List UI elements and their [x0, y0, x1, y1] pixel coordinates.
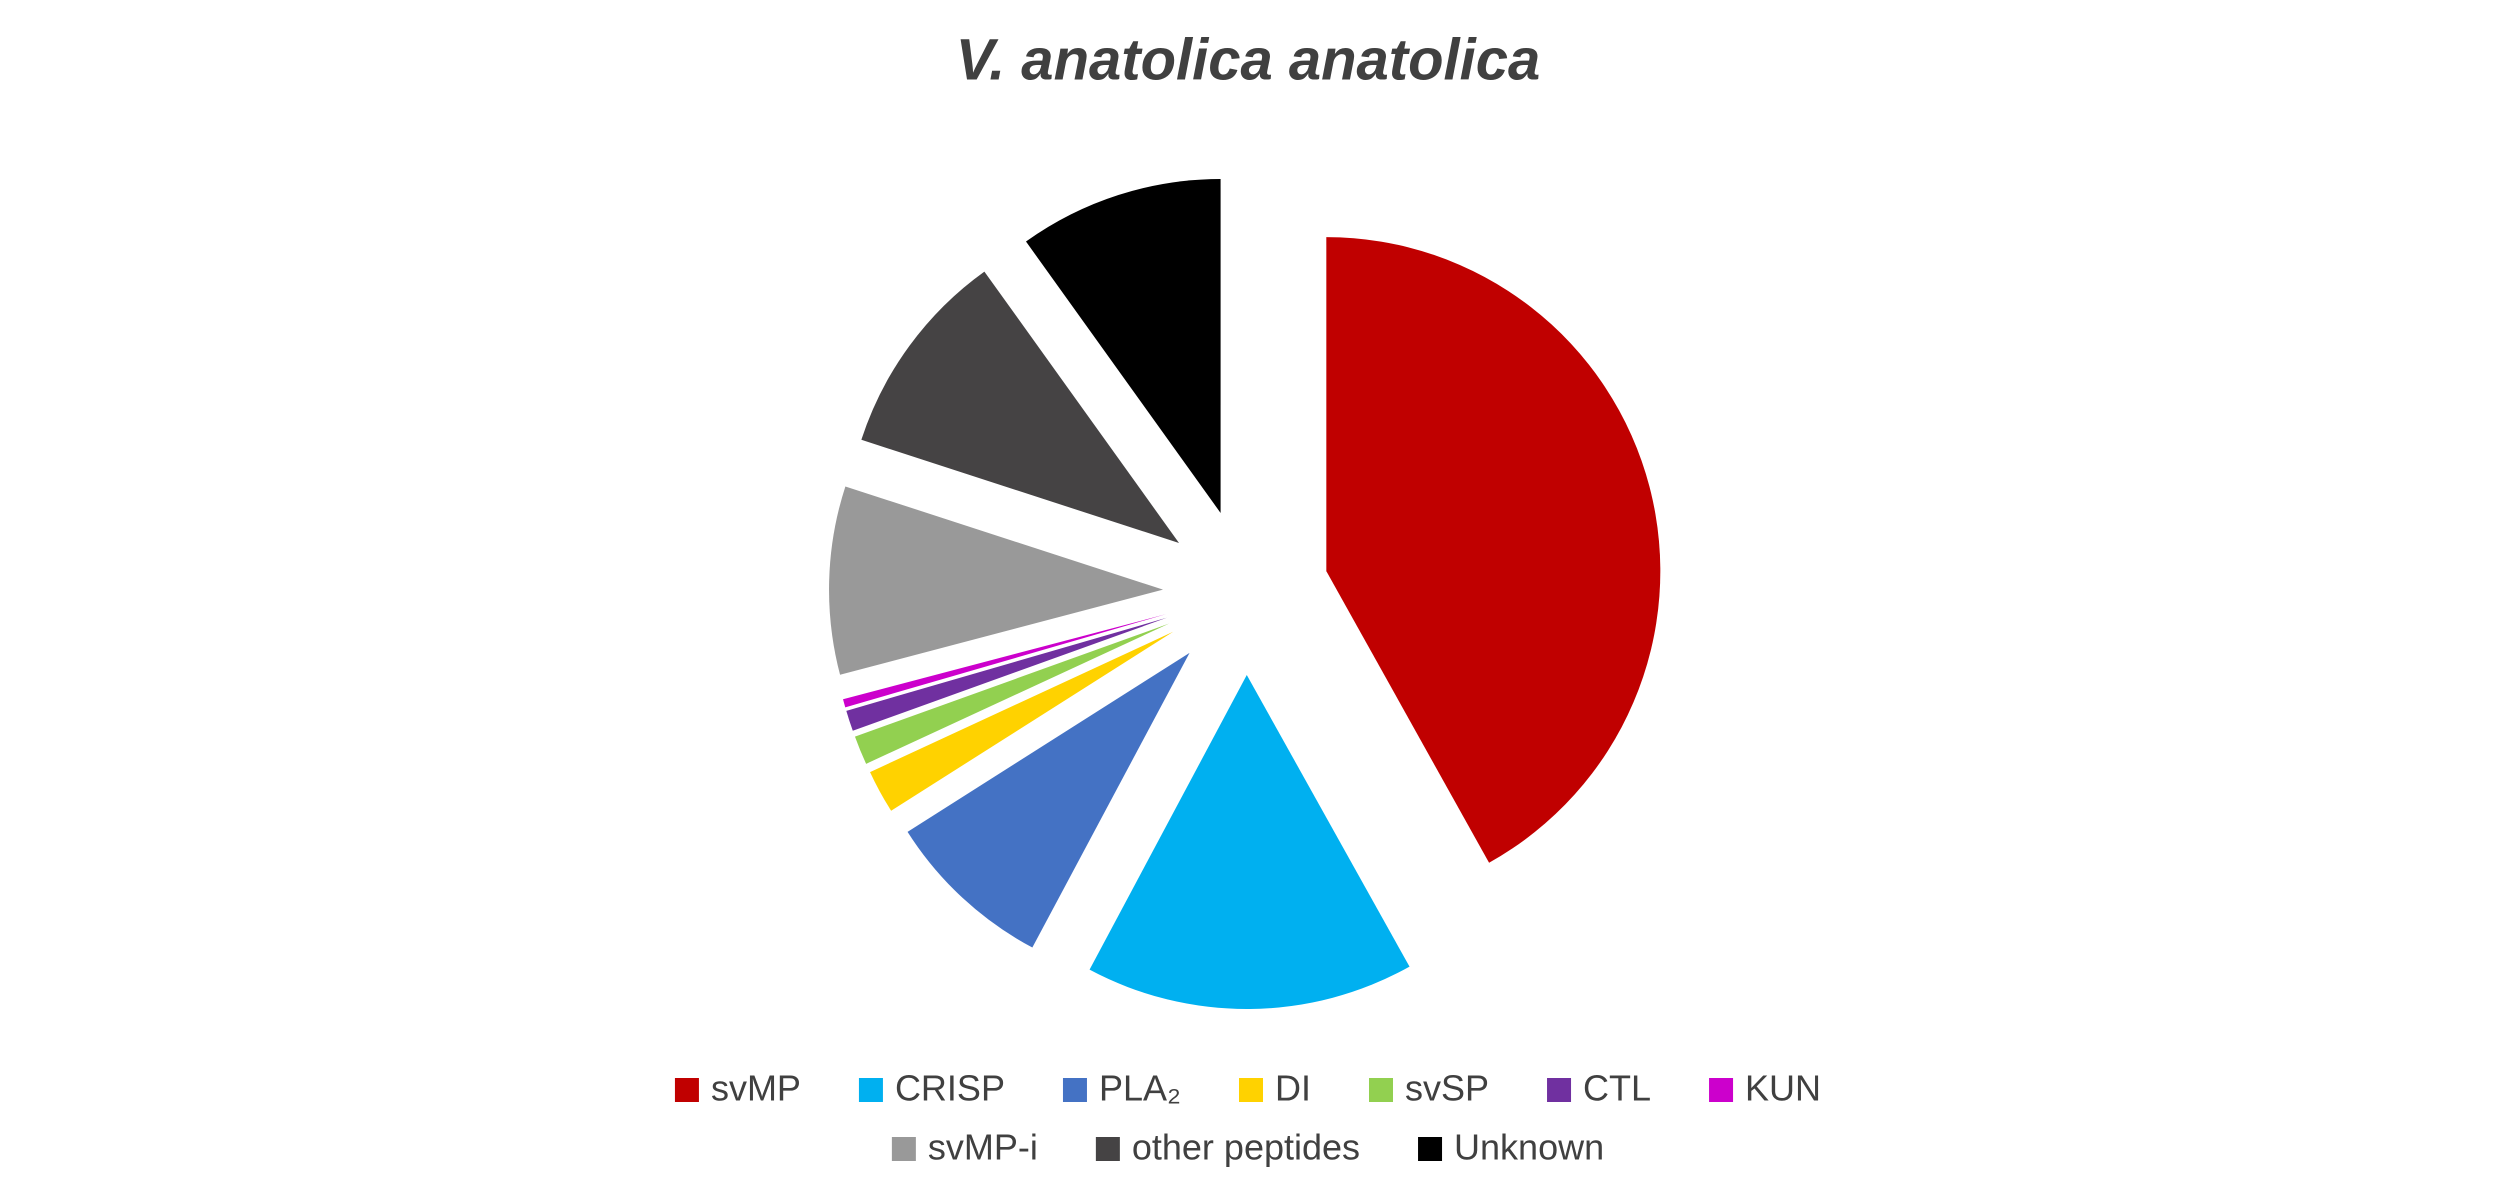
legend-label: svMP-i — [928, 1127, 1038, 1168]
legend-swatch — [1369, 1078, 1393, 1102]
legend-item: CTL — [1547, 1068, 1651, 1109]
legend-item: KUN — [1709, 1068, 1821, 1109]
legend-label: Unknown — [1454, 1127, 1604, 1168]
legend-label: CRISP — [895, 1068, 1005, 1109]
legend-item: svMP — [674, 1068, 801, 1109]
pie-slice — [1326, 237, 1661, 863]
chart-title: V. anatolica anatolica — [956, 27, 1541, 92]
legend-swatch — [858, 1078, 883, 1102]
legend-item: PLA₂ — [1062, 1068, 1181, 1109]
pie-slice — [829, 486, 1164, 675]
legend-item: svSP — [1369, 1068, 1489, 1109]
legend-item: other peptides — [1095, 1127, 1360, 1168]
pie-slice — [861, 271, 1180, 544]
pie-slice — [907, 652, 1190, 948]
legend-label: other peptides — [1132, 1127, 1360, 1168]
legend-label: svMP — [711, 1068, 801, 1109]
pie-slice — [846, 617, 1168, 731]
legend-item: Unknown — [1418, 1127, 1604, 1168]
pie-slice — [854, 623, 1170, 764]
pie-slice — [843, 614, 1167, 708]
legend-swatch — [891, 1137, 916, 1161]
pie-slice — [870, 631, 1174, 811]
legend-swatch — [1418, 1137, 1443, 1161]
legend-label: DI — [1275, 1068, 1311, 1109]
legend-item: CRISP — [858, 1068, 1005, 1109]
legend-item: DI — [1239, 1068, 1311, 1109]
pie-slice — [1025, 178, 1221, 513]
legend-label: svSP — [1405, 1068, 1489, 1109]
legend-label: PLA₂ — [1099, 1068, 1181, 1109]
legend-swatch — [1547, 1078, 1572, 1102]
pie-slice — [1089, 674, 1410, 1009]
legend-swatch — [1709, 1078, 1734, 1102]
legend-label: KUN — [1745, 1068, 1821, 1109]
legend-swatch — [1239, 1078, 1263, 1102]
legend-swatch — [1062, 1078, 1087, 1102]
legend-swatch — [674, 1078, 699, 1102]
legend-swatch — [1095, 1137, 1120, 1161]
legend-item: svMP-i — [891, 1127, 1038, 1168]
legend-label: CTL — [1583, 1068, 1651, 1109]
